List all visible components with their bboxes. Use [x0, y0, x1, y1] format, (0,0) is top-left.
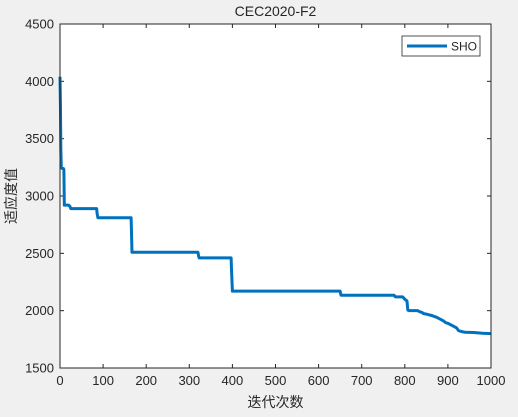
y-tick-label: 3000 — [25, 189, 54, 204]
chart-title: CEC2020-F2 — [235, 3, 317, 19]
plot-frame — [59, 23, 492, 369]
x-tick-label: 100 — [92, 373, 114, 388]
x-tick-label: 600 — [308, 373, 330, 388]
x-tick-label: 1000 — [477, 373, 506, 388]
legend-label-sho: SHO — [451, 40, 477, 54]
y-tick-label: 2500 — [25, 246, 54, 261]
x-tick-label: 200 — [135, 373, 157, 388]
y-tick-label: 4000 — [25, 74, 54, 89]
y-tick-label: 2000 — [25, 303, 54, 318]
plot-area — [60, 24, 491, 368]
x-axis-title: 迭代次数 — [248, 394, 304, 410]
x-tick-label: 300 — [178, 373, 200, 388]
x-tick-label: 400 — [222, 373, 244, 388]
y-tick-label: 1500 — [25, 361, 54, 376]
x-tick-label: 500 — [265, 373, 287, 388]
x-tick-label: 900 — [437, 373, 459, 388]
y-axis-title: 适应度值 — [3, 168, 19, 224]
x-tick-label: 800 — [394, 373, 416, 388]
ticks-layer: 0 100 200 300 400 500 600 700 800 900 1000 1500 2000… — [25, 17, 505, 389]
x-tick-label: 700 — [351, 373, 373, 388]
series-layer — [58, 76, 492, 336]
legend: SHO — [401, 35, 481, 57]
y-tick-label: 4500 — [25, 17, 54, 32]
x-tick-label: 0 — [56, 373, 63, 388]
y-tick-label: 3500 — [25, 131, 54, 146]
series-line-sho — [58, 76, 492, 336]
